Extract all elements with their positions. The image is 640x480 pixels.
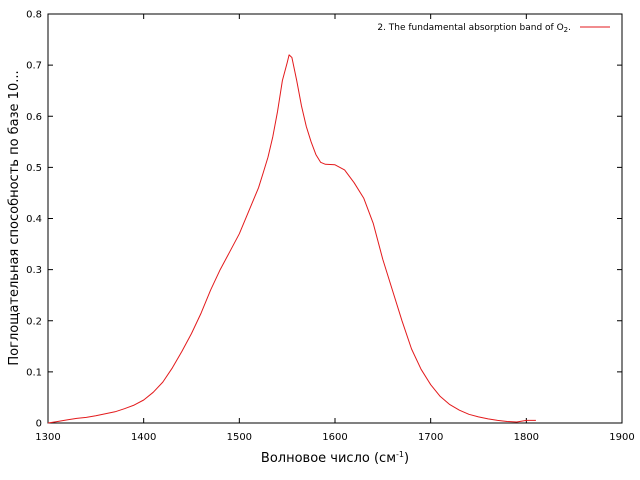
y-tick-label: 0: [36, 419, 42, 430]
x-tick-label: 1800: [514, 432, 539, 443]
y-tick-label: 0.8: [26, 10, 42, 21]
y-axis-title: Поглощательная способность по базе 10...: [7, 70, 22, 365]
y-tick-label: 0.6: [26, 112, 42, 123]
y-tick-label: 0.7: [26, 61, 42, 72]
x-tick-label: 1700: [418, 432, 443, 443]
series-line: [47, 54, 536, 424]
y-tick-label: 0.3: [26, 265, 42, 276]
x-tick-label: 1400: [131, 432, 156, 443]
legend-label: 2. The fundamental absorption band of O2…: [377, 23, 571, 34]
x-tick-label: 1900: [609, 432, 634, 443]
y-tick-label: 0.4: [26, 214, 42, 225]
y-axis: 0 0.1 0.2 0.3 0.4 0.5 0.6 0.7 0.8: [26, 10, 622, 430]
y-tick-label: 0.1: [26, 367, 42, 378]
x-tick-label: 1600: [322, 432, 347, 443]
y-tick-label: 0.5: [26, 163, 42, 174]
legend: 2. The fundamental absorption band of O2…: [377, 23, 610, 34]
y-tick-label: 0.2: [26, 316, 42, 327]
plot-frame: [47, 13, 623, 424]
x-tick-label: 1300: [35, 432, 60, 443]
x-tick-label: 1500: [227, 432, 252, 443]
x-axis-title: Волновое число (см-1): [261, 450, 409, 466]
x-axis: 1300 1400 1500 1600 1700 1800 1900: [35, 14, 635, 443]
series-layer: [47, 54, 536, 424]
